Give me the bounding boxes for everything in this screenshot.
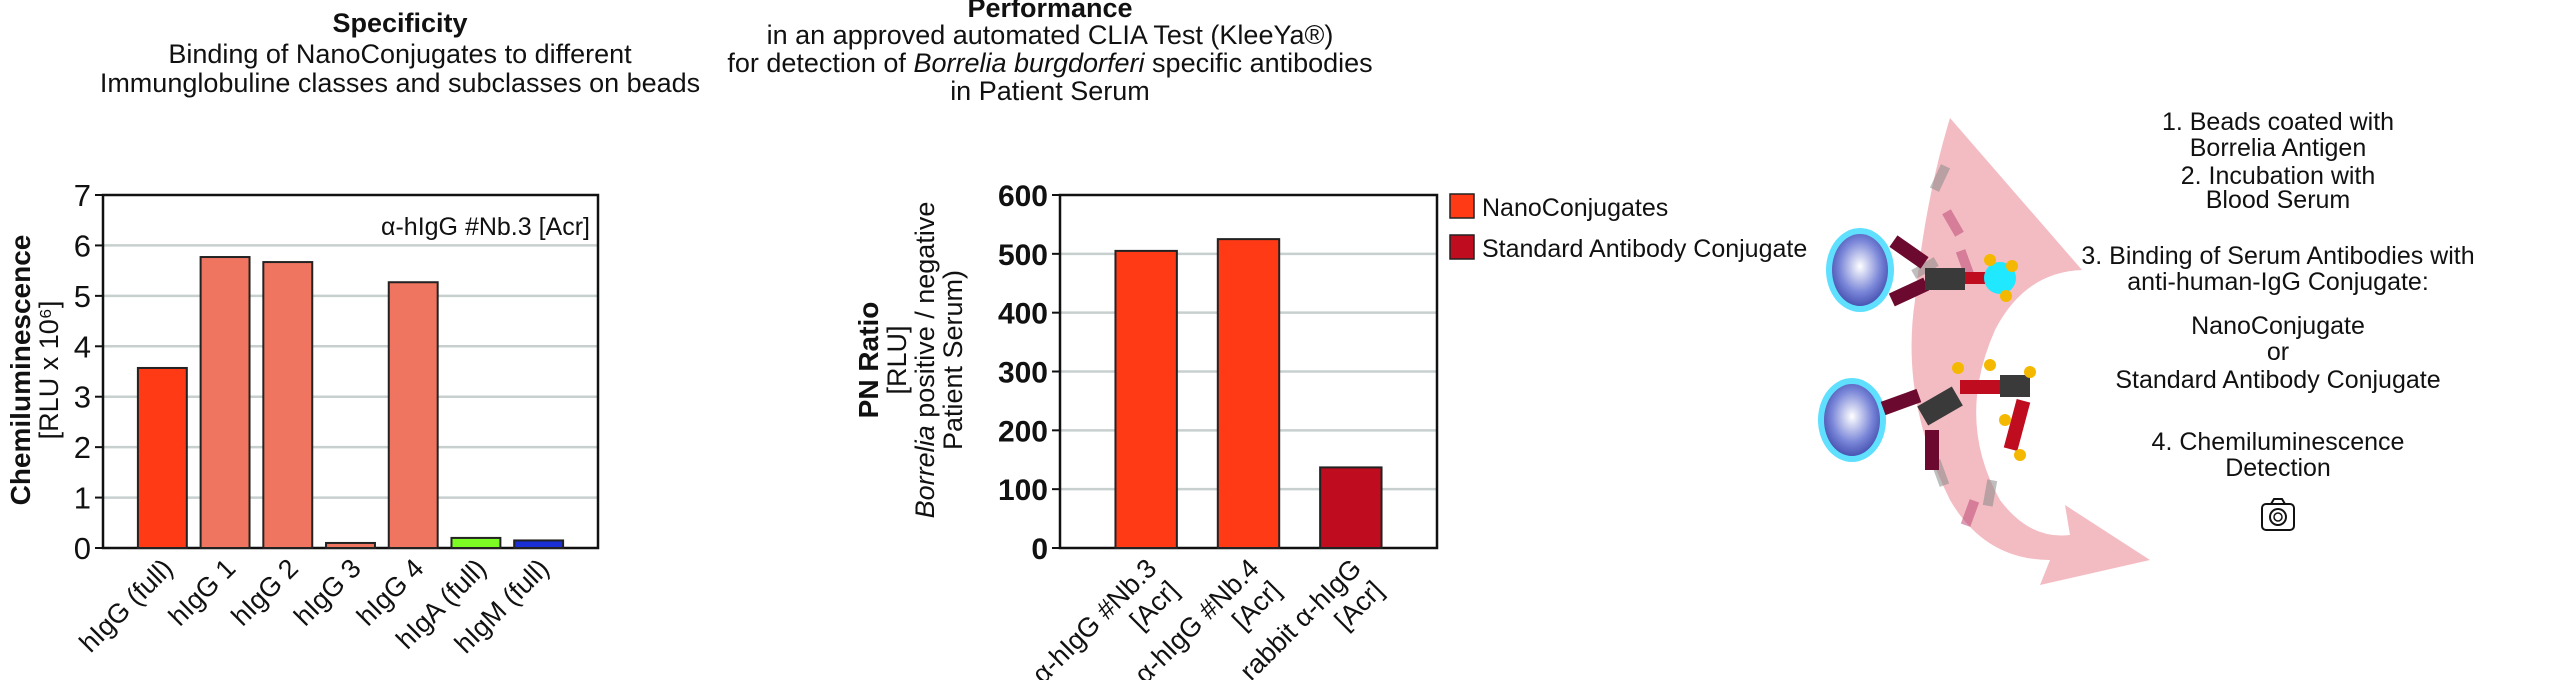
step-3-line: 3. Binding of Serum Antibodies with xyxy=(2081,242,2474,270)
step-2-line: Blood Serum xyxy=(2206,186,2351,214)
step-4-line: 4. Chemiluminescence xyxy=(2152,428,2405,456)
y-axis-label: Chemiluminescence xyxy=(5,235,36,506)
y-tick-label: 5 xyxy=(74,279,91,314)
x-tick-label: hIgG (full) xyxy=(74,553,179,658)
y-axis-unit: Borrelia positive / negative xyxy=(910,202,940,519)
step-1-line: Borrelia Antigen xyxy=(2190,134,2367,162)
bar xyxy=(1319,466,1383,550)
legend-label: Standard Antibody Conjugate xyxy=(1482,235,1807,263)
step-3-option: NanoConjugate xyxy=(2191,312,2365,340)
bar xyxy=(450,536,502,550)
chart-subtitle-line: for detection of Borrelia burgdorferi sp… xyxy=(727,48,1372,78)
y-axis-label: PN Ratio xyxy=(853,302,884,419)
x-tick-label: hIgG 2 xyxy=(225,553,304,632)
bar xyxy=(325,541,376,550)
assay-diagram: 1. Beads coated with Borrelia Antigen 2.… xyxy=(1818,108,2475,585)
chart-subtitle-line: Binding of NanoConjugates to different xyxy=(168,39,632,69)
x-tick-label: hIgG 3 xyxy=(288,553,367,632)
y-tick-label: 600 xyxy=(998,180,1048,213)
chart-annotation: α-hIgG #Nb.3 [Acr] xyxy=(381,213,590,241)
chart-title: Performance xyxy=(967,0,1132,23)
y-tick-label: 200 xyxy=(998,415,1048,448)
bar xyxy=(513,539,565,550)
x-tick-label: hIgG 1 xyxy=(163,553,242,632)
bar xyxy=(1216,238,1281,549)
y-tick-label: 1 xyxy=(74,481,91,516)
y-tick-label: 400 xyxy=(998,298,1048,331)
camera-icon xyxy=(2261,498,2295,531)
step-3-line: anti-human-IgG Conjugate: xyxy=(2127,268,2429,296)
antibody-complex xyxy=(1880,235,2036,470)
chart-subtitle-line: Immunglobuline classes and subclasses on… xyxy=(100,68,700,98)
performance-title-block: Performance in an approved automated CLI… xyxy=(727,0,1372,106)
chart-subtitle-line: in an approved automated CLIA Test (Klee… xyxy=(767,20,1334,50)
bead-bottom xyxy=(1818,378,1886,462)
legend-label: NanoConjugates xyxy=(1482,194,1668,222)
step-2-line: 2. Incubation with xyxy=(2181,162,2376,190)
step-3-option: or xyxy=(2267,338,2289,366)
y-tick-label: 4 xyxy=(74,329,91,364)
legend-swatch-nanoconjugates xyxy=(1449,193,1475,219)
y-tick-label: 7 xyxy=(74,178,91,213)
bar xyxy=(136,366,188,549)
y-tick-label: 300 xyxy=(998,357,1048,390)
specificity-title-block: Specificity Binding of NanoConjugates to… xyxy=(100,8,700,98)
legend: NanoConjugates Standard Antibody Conjuga… xyxy=(1449,193,1807,263)
y-tick-label: 3 xyxy=(74,380,91,415)
y-tick-label: 0 xyxy=(1031,533,1048,566)
bar xyxy=(1114,249,1178,549)
y-axis-unit: Patient Serum) xyxy=(938,270,968,450)
process-arrow xyxy=(1911,118,2150,585)
bar xyxy=(262,261,314,549)
bead-top xyxy=(1826,228,1894,312)
y-tick-label: 6 xyxy=(74,228,91,263)
step-4-line: Detection xyxy=(2225,454,2331,482)
legend-swatch-standard xyxy=(1449,234,1475,260)
step-1-line: 1. Beads coated with xyxy=(2162,108,2394,136)
bar xyxy=(199,256,251,549)
chart-subtitle-line: in Patient Serum xyxy=(950,76,1150,106)
y-tick-label: 500 xyxy=(998,239,1048,272)
y-axis-unit: [RLU x 10⁶] xyxy=(34,301,64,440)
y-axis-unit: [RLU] xyxy=(882,325,912,394)
chart-title: Specificity xyxy=(332,8,467,38)
y-tick-label: 100 xyxy=(998,474,1048,507)
step-3-option: Standard Antibody Conjugate xyxy=(2115,366,2440,394)
bar xyxy=(387,281,439,549)
y-tick-label: 0 xyxy=(74,531,91,566)
y-tick-label: 2 xyxy=(74,430,91,465)
